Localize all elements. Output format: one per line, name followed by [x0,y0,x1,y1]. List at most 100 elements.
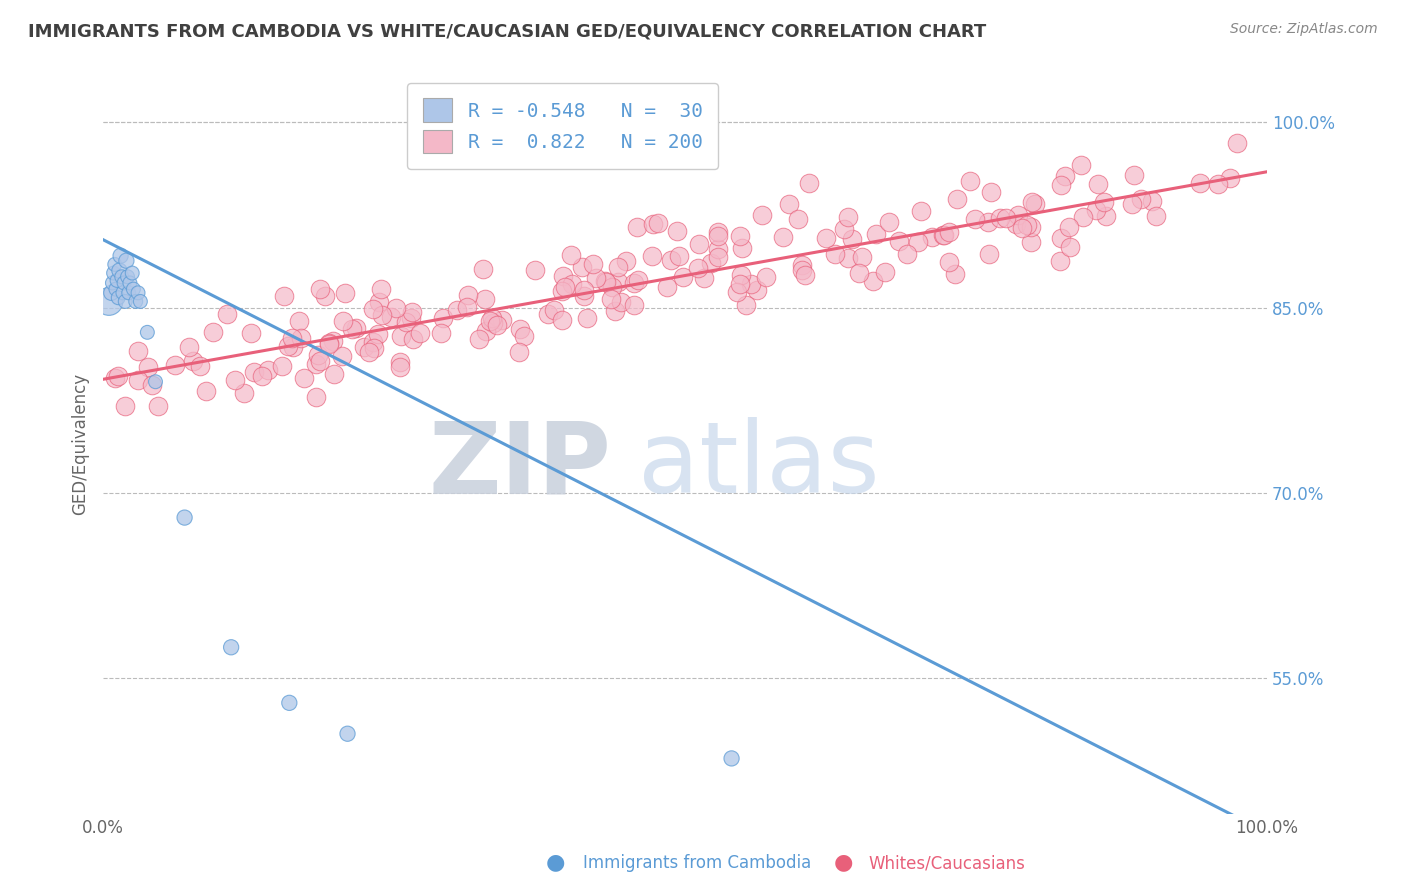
Point [118,276,141,290]
Point [322,334,344,348]
Point [105,273,128,287]
Point [626,273,648,287]
Point [959,174,981,188]
Point [388,354,411,368]
Point [114,294,136,309]
Point [600,280,623,294]
Point [550,312,572,326]
Point [668,249,690,263]
Point [543,302,565,317]
Point [309,282,332,296]
Point [367,326,389,341]
Point [177,341,200,355]
Point [273,289,295,303]
Point [111,269,134,284]
Point [389,329,412,343]
Point [786,212,808,227]
Point [1095,210,1118,224]
Point [1092,195,1115,210]
Point [600,292,623,306]
Point [751,208,773,222]
Point [755,269,778,284]
Point [553,268,575,283]
Point [641,217,664,231]
Point [932,228,955,243]
Point [1049,254,1071,268]
Point [363,334,385,349]
Point [486,318,509,332]
Point [474,292,496,306]
Point [725,285,748,300]
Point [614,254,637,268]
Point [127,344,149,359]
Point [432,310,454,325]
Point [603,303,626,318]
Point [290,331,312,345]
Point [585,271,607,285]
Point [129,294,152,309]
Point [344,320,367,334]
Point [145,375,167,389]
Point [606,276,628,290]
Point [1140,194,1163,209]
Point [626,220,648,235]
Point [323,368,346,382]
Point [794,268,817,282]
Point [136,326,159,340]
Point [104,282,127,296]
Point [837,252,859,266]
Point [731,241,754,255]
Point [277,339,299,353]
Point [977,214,1000,228]
Point [865,227,887,242]
Point [114,400,136,414]
Point [108,263,131,277]
Point [239,326,262,341]
Point [430,326,453,341]
Point [513,328,536,343]
Point [977,247,1000,261]
Point [609,294,631,309]
Point [797,176,820,190]
Point [1050,178,1073,193]
Point [257,363,280,377]
Point [243,365,266,379]
Point [395,315,418,329]
Point [336,727,359,741]
Point [233,386,256,401]
Point [136,359,159,374]
Point [472,262,495,277]
Point [335,286,357,301]
Point [945,267,967,281]
Point [318,335,340,350]
Point [475,324,498,338]
Point [478,314,501,328]
Point [103,266,125,280]
Point [363,342,385,356]
Point [688,236,710,251]
Point [481,310,503,325]
Point [728,228,751,243]
Point [1071,211,1094,225]
Point [188,359,211,373]
Point [1130,192,1153,206]
Text: Immigrants from Cambodia: Immigrants from Cambodia [583,855,811,872]
Point [224,373,246,387]
Point [623,298,645,312]
Point [309,354,332,368]
Point [963,211,986,226]
Point [115,253,138,268]
Point [551,284,574,298]
Point [117,269,139,284]
Point [623,277,645,291]
Point [735,298,758,312]
Point [841,232,863,246]
Point [730,268,752,282]
Point [361,302,384,317]
Point [367,295,389,310]
Point [665,224,688,238]
Point [148,400,170,414]
Point [1019,235,1042,250]
Point [945,192,967,206]
Point [97,294,120,309]
